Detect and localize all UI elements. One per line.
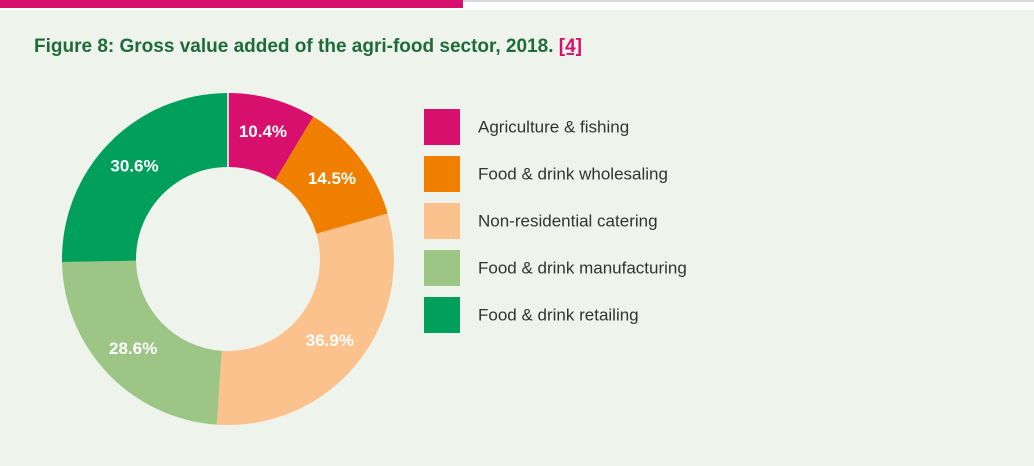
legend-swatch [424,203,460,239]
data-label: 30.6% [110,157,158,176]
legend-swatch [424,109,460,145]
donut-slice [62,93,228,263]
title-text: Figure 8: Gross value added of the agri-… [34,36,553,57]
data-label: 14.5% [308,169,356,188]
legend-swatch [424,250,460,286]
donut-slice [62,260,222,425]
legend-label: Agriculture & fishing [478,117,629,136]
donut-slice [228,93,314,181]
legend-label: Food & drink retailing [478,305,639,324]
chart-title: Figure 8: Gross value added of the agri-… [34,36,582,57]
data-label: 10.4% [239,122,287,141]
donut-slice [216,213,395,425]
donut-slice [275,116,388,234]
legend-label: Food & drink manufacturing [478,258,687,277]
top-accent [0,0,463,8]
legend-swatch [424,156,460,192]
reference-link[interactable]: [4] [559,36,582,57]
legend-label: Non-residential catering [478,211,658,230]
legend-label: Food & drink wholesaling [478,164,668,183]
data-label: 28.6% [109,339,157,358]
legend-swatch [424,297,460,333]
data-label: 36.9% [306,331,354,350]
top-rule [0,0,1034,2]
